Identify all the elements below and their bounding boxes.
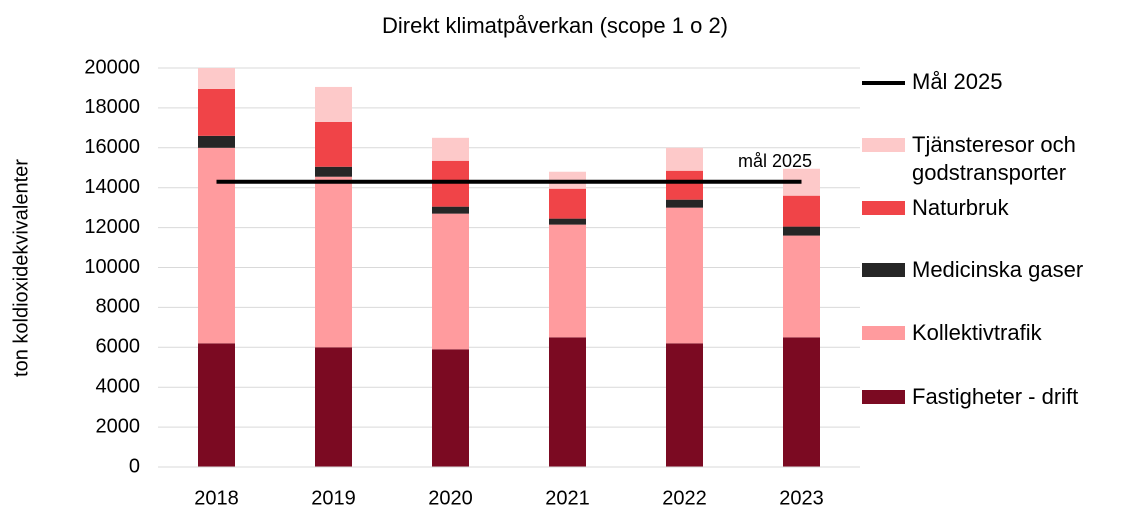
bar-segment (432, 206, 469, 214)
bar-segment (549, 188, 586, 219)
y-tick-label: 4000 (96, 375, 141, 397)
x-tick-label: 2019 (311, 487, 356, 509)
bar-segment (783, 235, 820, 338)
y-tick-label: 2000 (96, 415, 141, 437)
legend-label: Mål 2025 (912, 69, 1003, 94)
x-tick-label: 2023 (779, 487, 824, 509)
bar-segment (666, 170, 703, 200)
chart-title: Direkt klimatpåverkan (scope 1 o 2) (382, 13, 728, 38)
y-axis-label: ton koldioxidekvivalenter (10, 159, 32, 377)
bar-segment (783, 195, 820, 227)
x-tick-label: 2021 (545, 487, 590, 509)
x-tick-label: 2018 (194, 487, 239, 509)
legend-label: Naturbruk (912, 195, 1009, 220)
legend-swatch (862, 390, 905, 404)
bar-segment (783, 337, 820, 467)
bar-segment (432, 213, 469, 350)
bar-segment (783, 226, 820, 236)
bar-segment (666, 207, 703, 344)
bar-segment (198, 343, 235, 467)
legend-label: Tjänsteresor och godstransporter (912, 132, 1076, 185)
y-tick-label: 16000 (84, 136, 140, 158)
x-tick-label: 2022 (662, 487, 707, 509)
x-tick-label: 2020 (428, 487, 473, 509)
y-tick-label: 12000 (84, 216, 140, 238)
y-tick-label: 10000 (84, 256, 140, 278)
legend-swatch (862, 81, 905, 85)
bar-segment (315, 166, 352, 177)
bar-segment (198, 135, 235, 148)
bar-segment (198, 68, 235, 89)
bar-segment (549, 218, 586, 225)
legend-label: Fastigheter - drift (912, 384, 1079, 409)
y-tick-label: 6000 (96, 336, 141, 358)
legend-item: Fastigheter - drift (862, 383, 1127, 411)
bar-segment (198, 88, 235, 136)
bar-segment (666, 343, 703, 467)
bar-segment (315, 86, 352, 122)
legend-swatch (862, 263, 905, 277)
legend-item: Naturbruk (862, 194, 1127, 222)
y-tick-label: 8000 (96, 296, 141, 318)
bar-segment (666, 147, 703, 171)
bar-segment (315, 347, 352, 467)
grid (158, 67, 860, 468)
annotation: mål 2025 (738, 151, 812, 171)
bar-segment (549, 224, 586, 338)
legend-swatch (862, 201, 905, 215)
legend-label: Kollektivtrafik (912, 320, 1042, 345)
legend-item: Medicinska gaser (862, 256, 1127, 284)
y-tick-label: 18000 (84, 96, 140, 118)
bar-segment (315, 121, 352, 167)
bar-segment (198, 147, 235, 344)
legend-item: Mål 2025 (862, 68, 1127, 96)
bar-segment (666, 199, 703, 208)
bar-segment (315, 176, 352, 348)
y-tick-label: 0 (129, 455, 140, 477)
legend-label: Medicinska gaser (912, 257, 1084, 282)
y-tick-label: 14000 (84, 176, 140, 198)
legend-swatch (862, 138, 905, 152)
bar-segment (549, 337, 586, 467)
bar-segment (432, 137, 469, 161)
legend-item: Tjänsteresor och godstransporter (862, 131, 1127, 187)
bar-segment (432, 349, 469, 467)
legend-swatch (862, 326, 905, 340)
legend-item: Kollektivtrafik (862, 319, 1127, 347)
y-tick-label: 20000 (84, 56, 140, 78)
